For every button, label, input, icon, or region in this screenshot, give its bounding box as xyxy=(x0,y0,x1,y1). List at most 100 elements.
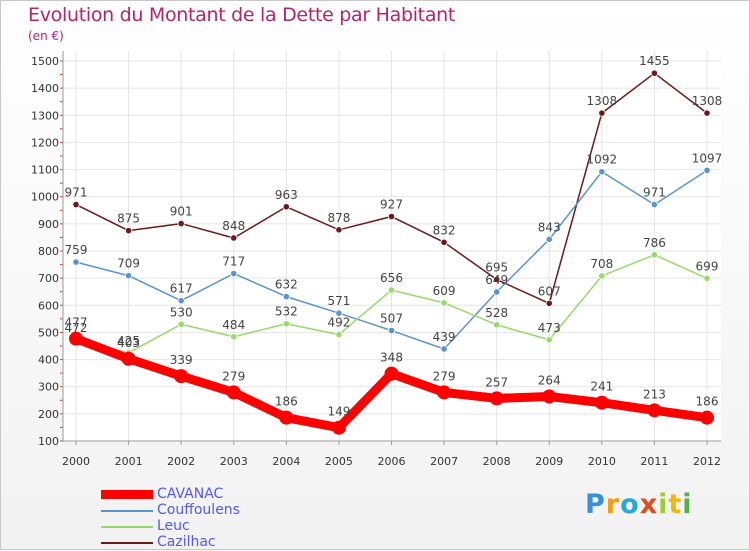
data-point-cavanac xyxy=(700,410,714,425)
data-point-leuc xyxy=(335,330,343,339)
x-tick-label: 2000 xyxy=(62,455,90,468)
y-tick-label: 800 xyxy=(38,245,59,258)
data-point-cavanac xyxy=(594,395,609,410)
y-tick-label: 1000 xyxy=(31,191,59,204)
data-point-cavanac xyxy=(437,385,452,400)
chart-title: Evolution du Montant de la Dette par Hab… xyxy=(28,4,456,26)
data-point-couffoulens xyxy=(440,345,448,353)
data-point-couffoulens xyxy=(124,272,133,280)
data-point-couffoulens xyxy=(387,326,396,335)
logo-letter: o xyxy=(620,489,640,520)
data-label-leuc: 472 xyxy=(65,321,88,335)
y-tick-label: 1400 xyxy=(31,82,59,95)
legend-swatch-leuc xyxy=(101,526,153,528)
x-tick-label: 2010 xyxy=(588,455,616,468)
data-point-cazilhac xyxy=(545,299,553,307)
data-point-cazilhac xyxy=(177,219,185,228)
data-point-cazilhac xyxy=(493,275,501,284)
data-point-couffoulens xyxy=(545,235,553,243)
logo-letter: x xyxy=(639,489,659,520)
data-label-cavanac: 477 xyxy=(65,316,88,330)
data-label-couffoulens: 439 xyxy=(433,330,456,344)
logo-letter: i xyxy=(682,489,693,520)
x-tick-label: 2007 xyxy=(430,455,458,468)
data-label-leuc: 532 xyxy=(275,305,298,319)
legend-label-couffoulens: Couffoulens xyxy=(157,502,240,518)
data-label-cazilhac: 901 xyxy=(170,205,193,219)
data-point-leuc xyxy=(440,299,448,307)
y-tick-label: 700 xyxy=(38,272,59,285)
data-label-leuc: 484 xyxy=(222,318,245,332)
data-label-leuc: 708 xyxy=(590,257,613,271)
data-point-couffoulens xyxy=(598,168,606,176)
y-tick-label: 300 xyxy=(38,381,59,394)
data-point-cavanac xyxy=(331,420,346,435)
legend-label-cazilhac: Cazilhac xyxy=(157,534,216,550)
data-point-cazilhac xyxy=(335,226,343,234)
data-label-leuc: 425 xyxy=(117,334,140,348)
data-point-cazilhac xyxy=(230,234,238,242)
data-point-cazilhac xyxy=(650,69,659,77)
data-label-leuc: 656 xyxy=(380,271,403,285)
data-label-cavanac: 264 xyxy=(538,373,561,387)
data-label-leuc: 530 xyxy=(170,305,193,319)
y-tick-label: 1100 xyxy=(31,164,59,177)
data-point-leuc xyxy=(703,274,711,283)
data-point-couffoulens xyxy=(493,288,501,296)
data-point-leuc xyxy=(282,320,290,328)
data-point-cazilhac xyxy=(598,109,606,117)
data-label-cavanac: 186 xyxy=(696,395,719,409)
data-label-cavanac: 213 xyxy=(643,387,666,401)
legend-swatch-cavanac xyxy=(101,490,153,499)
data-point-cazilhac xyxy=(282,203,290,211)
data-label-cazilhac: 832 xyxy=(433,223,456,237)
data-point-cazilhac xyxy=(72,200,80,209)
y-tick-label: 1500 xyxy=(31,55,59,68)
data-label-cavanac: 279 xyxy=(433,369,456,383)
data-point-cavanac xyxy=(69,331,83,346)
data-label-cazilhac: 1455 xyxy=(639,54,670,68)
data-label-couffoulens: 1097 xyxy=(692,151,723,165)
data-point-leuc xyxy=(598,272,606,280)
data-point-cavanac xyxy=(647,403,662,418)
data-label-cazilhac: 971 xyxy=(65,186,88,200)
data-label-cazilhac: 1308 xyxy=(692,94,723,108)
data-label-cavanac: 241 xyxy=(590,380,613,394)
data-label-leuc: 528 xyxy=(485,306,508,320)
logo-letter: P xyxy=(585,489,606,520)
data-label-cazilhac: 875 xyxy=(117,212,140,226)
x-tick-label: 2008 xyxy=(483,455,511,468)
x-tick-label: 2003 xyxy=(220,455,248,468)
data-point-couffoulens xyxy=(650,200,659,209)
y-tick-label: 900 xyxy=(38,218,59,231)
data-label-cazilhac: 927 xyxy=(380,198,403,212)
y-tick-label: 200 xyxy=(38,408,59,421)
data-label-cavanac: 339 xyxy=(170,353,193,367)
data-label-couffoulens: 709 xyxy=(117,257,140,271)
proxiti-logo: Proxiti xyxy=(585,489,693,520)
data-label-cavanac: 279 xyxy=(222,369,245,383)
data-point-cavanac xyxy=(279,410,294,425)
data-label-couffoulens: 649 xyxy=(485,273,508,287)
data-label-cavanac: 149 xyxy=(327,405,350,419)
legend-label-cavanac: CAVANAC xyxy=(157,486,224,502)
data-point-cavanac xyxy=(489,391,504,406)
data-point-couffoulens xyxy=(282,292,290,301)
data-point-couffoulens xyxy=(230,269,238,278)
x-tick-label: 2001 xyxy=(115,455,143,468)
data-point-cazilhac xyxy=(440,238,448,246)
data-point-cavanac xyxy=(226,385,241,400)
legend-label-leuc: Leuc xyxy=(157,518,190,534)
data-label-couffoulens: 507 xyxy=(380,312,403,326)
data-label-cazilhac: 695 xyxy=(485,261,508,275)
data-point-cavanac xyxy=(384,366,399,381)
data-label-leuc: 786 xyxy=(643,236,666,250)
data-label-cazilhac: 1308 xyxy=(587,94,618,108)
data-label-couffoulens: 571 xyxy=(327,294,350,308)
data-label-couffoulens: 1092 xyxy=(587,153,618,167)
y-tick-label: 1300 xyxy=(31,109,59,122)
data-label-couffoulens: 971 xyxy=(643,186,666,200)
legend-swatch-cazilhac xyxy=(101,542,153,544)
